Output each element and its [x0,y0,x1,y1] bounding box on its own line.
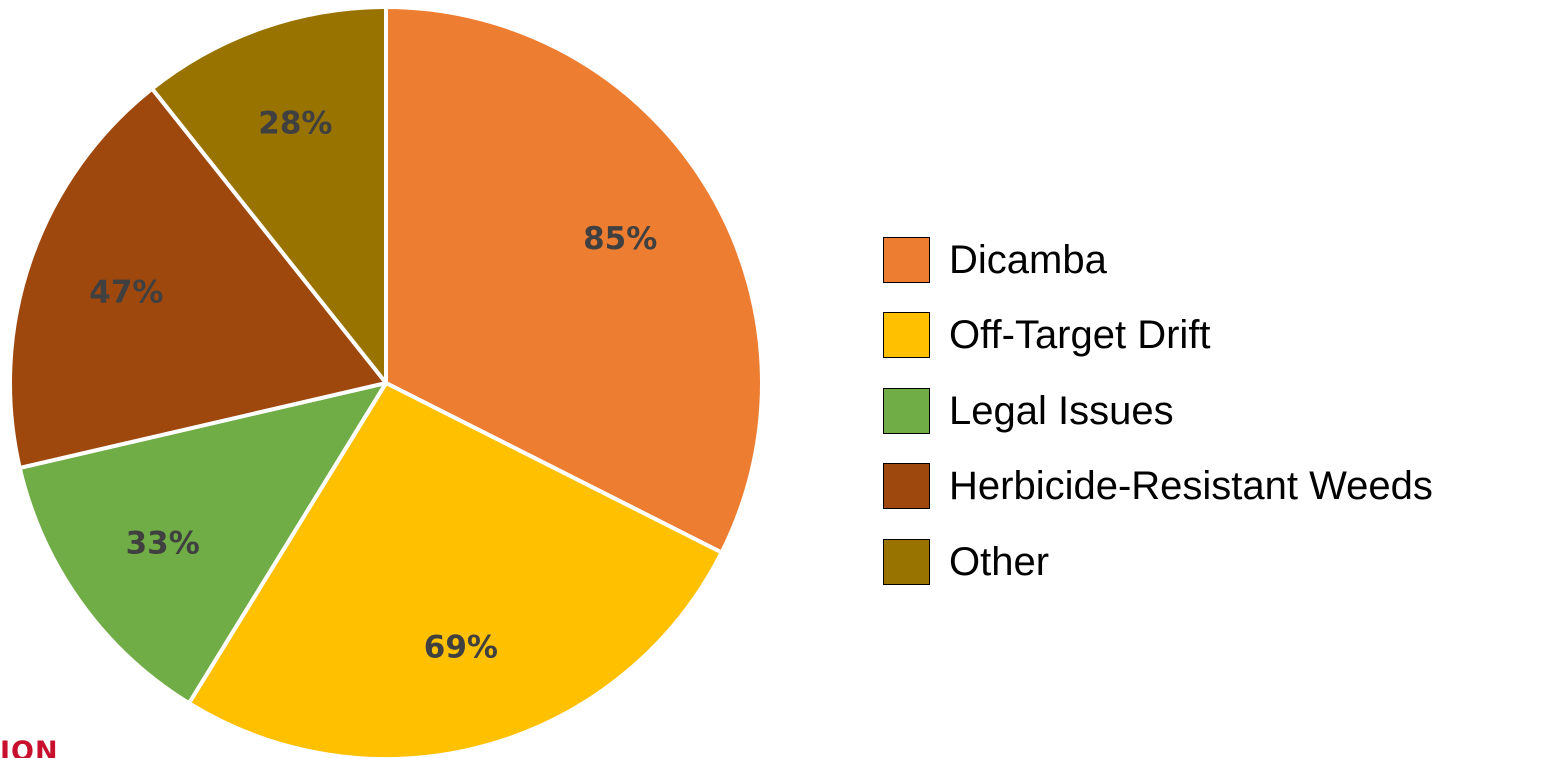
legend-label-other: Other [949,539,1050,584]
data-label-dicamba: 85% [583,221,657,257]
legend-item-other: Other [883,524,1433,600]
legend-item-dicamba: Dicamba [883,222,1433,298]
pie-slice-dicamba [384,5,764,555]
pie-slice-other [150,5,388,385]
pie-slice-legal-issues [17,381,388,706]
corner-logo: ION [0,740,64,758]
legend-swatch-dicamba [883,236,930,283]
legend-item-off-target-drift: Off-Target Drift [883,298,1433,374]
pie-slice-off-target-drift [186,381,724,758]
legend-swatch-off-target-drift [883,312,930,359]
legend-item-legal-issues: Legal Issues [883,373,1433,449]
pie-slices [8,5,764,758]
legend-label-legal-issues: Legal Issues [949,388,1174,433]
legend-item-herbicide-resistant-weeds: Herbicide-Resistant Weeds [883,449,1433,525]
corner-logo-text: ION [0,740,59,758]
data-label-herbicide-resistant-weeds: 47% [89,274,163,310]
legend-label-herbicide-resistant-weeds: Herbicide-Resistant Weeds [949,464,1433,509]
legend-label-dicamba: Dicamba [949,237,1107,282]
legend-swatch-herbicide-resistant-weeds [883,463,930,510]
legend-swatch-other [883,538,930,585]
pie-slice-herbicide-resistant-weeds [8,86,388,470]
chart-legend: Dicamba Off-Target Drift Legal Issues He… [883,222,1433,600]
data-label-off-target-drift: 69% [424,630,498,666]
legend-swatch-legal-issues [883,387,930,434]
legend-label-off-target-drift: Off-Target Drift [949,313,1211,358]
pie-slice-labels: 85% 69% 33% 47% 28% [89,105,657,665]
data-label-legal-issues: 33% [126,526,200,562]
data-label-other: 28% [258,105,332,141]
